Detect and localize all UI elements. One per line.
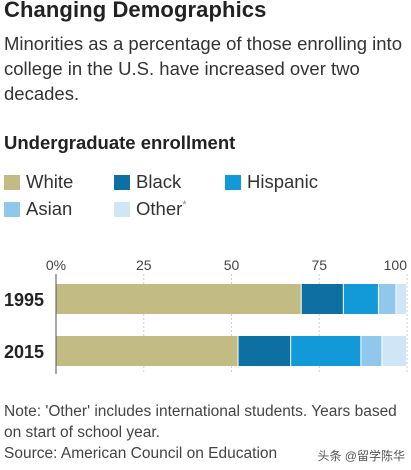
watermark: 头条 @留学陈华 [317, 449, 405, 463]
legend-swatch-other [114, 202, 130, 217]
legend-swatch-asian [4, 202, 20, 217]
bar-segment-asian-1995 [378, 284, 396, 314]
category-label: 2015 [4, 342, 44, 362]
bar-segment-asian-2015 [361, 336, 382, 366]
bar-segment-black-1995 [301, 284, 343, 314]
bar-segment-other-1995 [396, 284, 406, 314]
x-tick-label: 100 [384, 257, 408, 273]
bar-segment-black-2015 [238, 336, 291, 366]
legend-label-other: Other* [136, 198, 187, 220]
legend-swatch-hispanic [225, 175, 241, 190]
bar-segment-other-2015 [382, 336, 406, 366]
source-line: Source: American Council on Education [4, 445, 278, 462]
legend-label-other-text: Other [136, 198, 183, 219]
chart-notes: Note: 'Other' includes international stu… [4, 401, 409, 464]
bar-segment-hispanic-2015 [291, 336, 361, 366]
legend-label-hispanic: Hispanic [247, 171, 318, 192]
section-title: Undergraduate enrollment [4, 132, 236, 153]
bar-segment-white-2015 [56, 336, 238, 366]
bar-segment-white-1995 [56, 284, 301, 314]
bar-segment-hispanic-1995 [343, 284, 378, 314]
x-tick-label: 50 [224, 257, 240, 273]
legend-swatch-white [4, 175, 20, 190]
legend-label-white: White [26, 171, 74, 192]
x-tick-label: 75 [311, 257, 327, 273]
chart-title: Changing Demographics [4, 0, 267, 22]
x-tick-label: 25 [136, 257, 152, 273]
legend-footnote-mark: * [182, 198, 187, 211]
footnote: Note: 'Other' includes international stu… [4, 403, 397, 441]
legend-swatch-black [114, 175, 130, 190]
x-tick-label: 0% [46, 257, 66, 273]
category-label: 1995 [4, 290, 44, 310]
chart-subtitle: Minorities as a percentage of those enro… [4, 33, 402, 104]
legend-label-asian: Asian [26, 198, 73, 219]
legend-label-black: Black [136, 171, 182, 192]
stacked-bar-chart: 0% 25 50 75 100 1995 2015 [4, 257, 408, 374]
